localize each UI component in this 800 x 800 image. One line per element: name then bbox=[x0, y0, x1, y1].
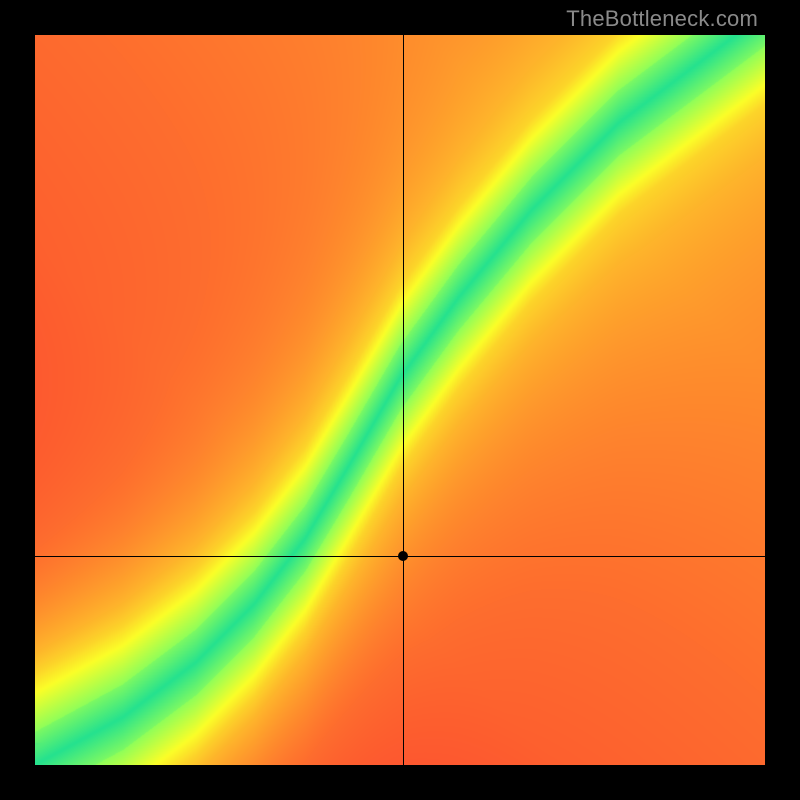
heatmap-canvas bbox=[35, 35, 765, 765]
watermark-text: TheBottleneck.com bbox=[566, 6, 758, 32]
chart-frame: TheBottleneck.com bbox=[0, 0, 800, 800]
plot-area bbox=[35, 35, 765, 765]
crosshair-marker bbox=[398, 551, 408, 561]
crosshair-vertical bbox=[403, 35, 404, 765]
